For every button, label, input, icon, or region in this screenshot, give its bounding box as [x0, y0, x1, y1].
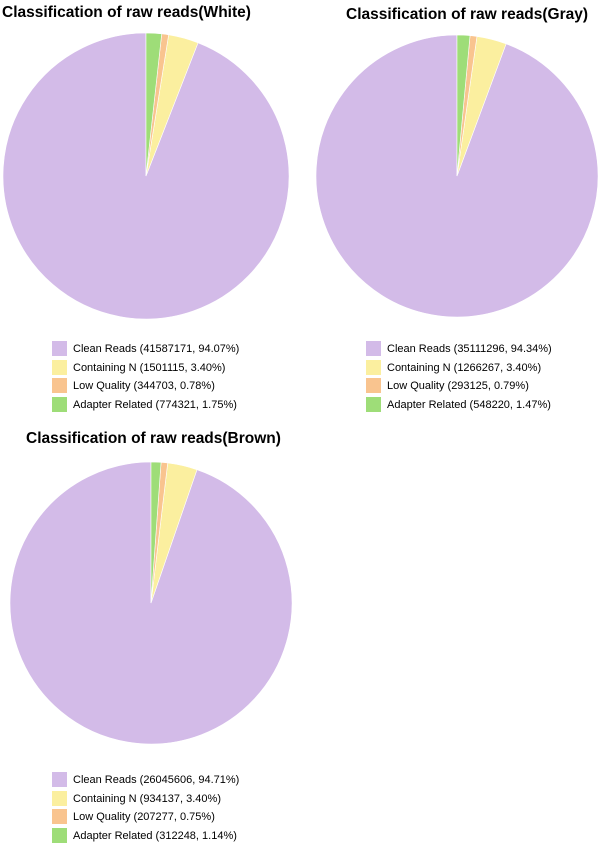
legend-label: Low Quality (293125, 0.79%) [387, 379, 529, 392]
legend-label: Adapter Related (312248, 1.14%) [73, 829, 237, 842]
legend-swatch [52, 828, 67, 843]
legend-item-low-quality: Low Quality (293125, 0.79%) [366, 377, 529, 394]
legend-swatch [52, 809, 67, 824]
pie-slice-adapter-related [150, 461, 162, 604]
legend-item-adapter-related: Adapter Related (774321, 1.75%) [52, 396, 237, 413]
pie-slice-adapter-related [145, 32, 163, 177]
legend-item-adapter-related: Adapter Related (548220, 1.47%) [366, 396, 551, 413]
pie-slice-adapter-related [456, 34, 471, 177]
legend-label: Containing N (1501115, 3.40%) [73, 361, 226, 374]
legend-label: Adapter Related (774321, 1.75%) [73, 398, 237, 411]
legend-swatch [52, 791, 67, 806]
legend-label: Adapter Related (548220, 1.47%) [387, 398, 551, 411]
legend-label: Clean Reads (41587171, 94.07%) [73, 342, 240, 355]
legend-label: Clean Reads (26045606, 94.71%) [73, 773, 240, 786]
legend-item-adapter-related: Adapter Related (312248, 1.14%) [52, 827, 237, 844]
legend-swatch [52, 360, 67, 375]
legend-label: Low Quality (207277, 0.75%) [73, 810, 215, 823]
legend-item-containing-n: Containing N (934137, 3.40%) [52, 790, 221, 807]
legend-item-clean-reads: Clean Reads (41587171, 94.07%) [52, 340, 239, 357]
chart-title: Classification of raw reads(White) [2, 4, 251, 21]
legend-swatch [52, 397, 67, 412]
legend-swatch [366, 378, 381, 393]
chart-title: Classification of raw reads(Brown) [26, 430, 281, 447]
legend-swatch [52, 341, 67, 356]
legend-label: Containing N (934137, 3.40%) [73, 792, 221, 805]
pie-chart [9, 461, 293, 745]
legend-swatch [366, 397, 381, 412]
legend-swatch [52, 772, 67, 787]
legend-item-clean-reads: Clean Reads (35111296, 94.34%) [366, 340, 552, 357]
pie-chart [315, 34, 599, 318]
legend-item-low-quality: Low Quality (344703, 0.78%) [52, 377, 215, 394]
legend-label: Clean Reads (35111296, 94.34%) [387, 342, 552, 355]
pie-chart [2, 32, 290, 320]
chart-title: Classification of raw reads(Gray) [346, 6, 589, 23]
legend-item-containing-n: Containing N (1266267, 3.40%) [366, 359, 541, 376]
legend-swatch [366, 360, 381, 375]
legend-label: Containing N (1266267, 3.40%) [387, 361, 542, 374]
legend-item-clean-reads: Clean Reads (26045606, 94.71%) [52, 771, 239, 788]
legend-item-low-quality: Low Quality (207277, 0.75%) [52, 808, 215, 825]
legend-item-containing-n: Containing N (1501115, 3.40%) [52, 359, 225, 376]
legend-label: Low Quality (344703, 0.78%) [73, 379, 215, 392]
legend-swatch [366, 341, 381, 356]
legend-swatch [52, 378, 67, 393]
